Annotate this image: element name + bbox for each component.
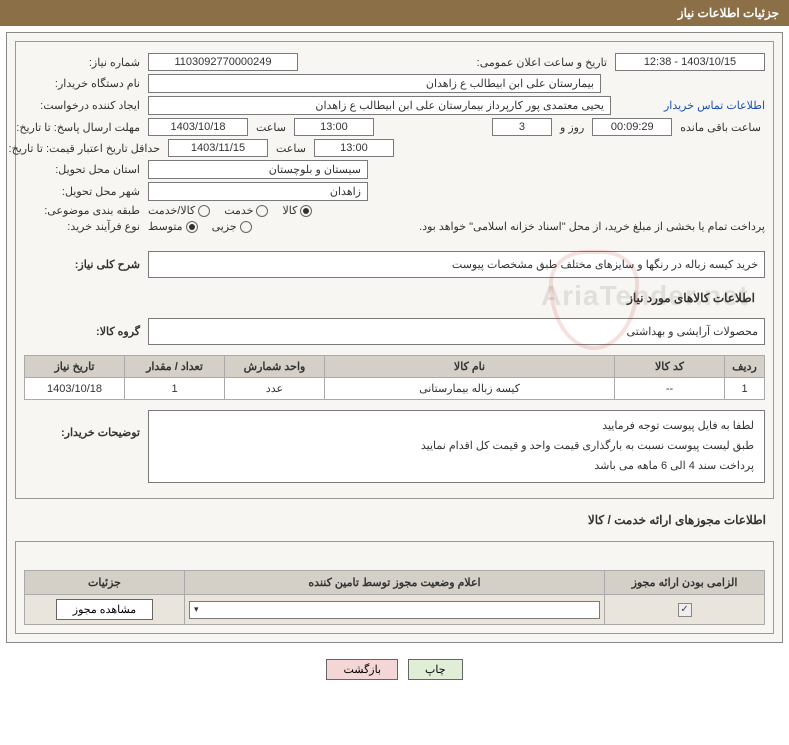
goods-info-title: اطلاعات کالاهای مورد نیاز [24,285,765,311]
validity-time: 13:00 [314,139,394,157]
category-radio-group: کالا خدمت کالا/خدمت [148,204,312,217]
back-button[interactable]: بازگشت [326,659,398,680]
radio-dot-goods [300,205,312,217]
goods-group-value: محصولات آرایشی و بهداشتی [148,318,765,345]
announce-datetime-label: تاریخ و ساعت اعلان عمومی: [473,56,611,69]
lic-th-mandatory: الزامی بودن ارائه مجوز [605,571,765,595]
lic-status-cell: ▾ [185,595,605,625]
validity-label: حداقل تاریخ اعتبار قیمت: تا تاریخ: [24,142,164,155]
category-label: طبقه بندی موضوعی: [24,204,144,217]
th-name: نام کالا [325,356,615,378]
hours-label: ساعت باقی مانده [676,121,765,134]
process-radio-group: جزیی متوسط [148,220,252,233]
td-code: -- [615,378,725,400]
th-qty: تعداد / مقدار [125,356,225,378]
license-table: الزامی بودن ارائه مجوز اعلام وضعیت مجوز … [24,570,765,625]
radio-dot-minor [240,221,252,233]
time-label-2: ساعت [272,142,310,155]
province-label: استان محل تحویل: [24,163,144,176]
requester-value: یحیی معتمدی پور کارپرداز بیمارستان علی ا… [148,96,611,115]
deadline-label: مهلت ارسال پاسخ: تا تاریخ: [24,121,144,134]
th-unit: واحد شمارش [225,356,325,378]
view-license-button[interactable]: مشاهده مجوز [56,599,153,620]
license-row: ▾ مشاهده مجوز [25,595,765,625]
radio-goods-service[interactable]: کالا/خدمت [148,204,210,217]
radio-dot-goods-service [198,205,210,217]
radio-goods[interactable]: کالا [282,204,312,217]
deadline-time: 13:00 [294,118,374,136]
contact-link[interactable]: اطلاعات تماس خریدار [615,99,765,112]
lic-th-details: جزئیات [25,571,185,595]
days-remaining: 3 [492,118,552,136]
th-row: ردیف [725,356,765,378]
td-name: کیسه زباله بیمارستانی [325,378,615,400]
need-number-label: شماره نیاز: [24,56,144,69]
city-label: شهر محل تحویل: [24,185,144,198]
chevron-down-icon: ▾ [194,604,199,615]
status-select[interactable]: ▾ [189,601,600,619]
radio-label-goods-service: کالا/خدمت [148,204,195,217]
buyer-notes-label: توضیحات خریدار: [24,406,144,439]
radio-label-medium: متوسط [148,220,183,233]
buyer-note-line-2: طبق لیست پیوست نسبت به بارگذاری قیمت واح… [159,437,754,457]
print-button[interactable]: چاپ [408,659,463,680]
main-frame: شماره نیاز: 1103092770000249 تاریخ و ساع… [6,32,783,643]
mandatory-checkbox[interactable] [678,603,692,617]
time-label-1: ساعت [252,121,290,134]
lic-th-status: اعلام وضعیت مجوز توسط تامین کننده [185,571,605,595]
process-note: پرداخت تمام یا بخشی از مبلغ خرید، از محل… [419,220,765,233]
table-row: 1 -- کیسه زباله بیمارستانی عدد 1 1403/10… [25,378,765,400]
time-remaining: 00:09:29 [592,118,672,136]
details-section: شماره نیاز: 1103092770000249 تاریخ و ساع… [15,41,774,499]
deadline-date: 1403/10/18 [148,118,248,136]
td-unit: عدد [225,378,325,400]
license-section: الزامی بودن ارائه مجوز اعلام وضعیت مجوز … [15,541,774,634]
buyer-name-value: بیمارستان علی ابن ابیطالب ع زاهدان [148,74,601,93]
validity-date: 1403/11/15 [168,139,268,157]
goods-group-label: گروه کالا: [24,325,144,338]
radio-dot-service [256,205,268,217]
radio-minor[interactable]: جزیی [212,220,252,233]
radio-service[interactable]: خدمت [224,204,268,217]
radio-label-goods: کالا [282,204,297,217]
lic-mandatory-cell [605,595,765,625]
radio-dot-medium [186,221,198,233]
need-number-value: 1103092770000249 [148,53,298,71]
buyer-note-line-3: پرداخت سند 4 الی 6 ماهه می باشد [159,457,754,477]
page-header: جزئیات اطلاعات نیاز [0,0,789,26]
page-title: جزئیات اطلاعات نیاز [678,6,779,20]
td-date: 1403/10/18 [25,378,125,400]
radio-label-minor: جزیی [212,220,237,233]
lic-detail-cell: مشاهده مجوز [25,595,185,625]
radio-label-service: خدمت [224,204,253,217]
days-label: روز و [556,121,588,134]
td-qty: 1 [125,378,225,400]
th-code: کد کالا [615,356,725,378]
city-value: زاهدان [148,182,368,201]
buyer-note-line-1: لطفا به فایل پیوست توجه فرمایید [159,417,754,437]
buyer-notes-box: لطفا به فایل پیوست توجه فرمایید طبق لیست… [148,410,765,483]
requester-label: ایجاد کننده درخواست: [24,99,144,112]
announce-datetime-value: 1403/10/15 - 12:38 [615,53,765,71]
radio-medium[interactable]: متوسط [148,220,198,233]
td-row: 1 [725,378,765,400]
goods-table: ردیف کد کالا نام کالا واحد شمارش تعداد /… [24,355,765,400]
province-value: سیستان و بلوچستان [148,160,368,179]
license-section-title: اطلاعات مجوزهای ارائه خدمت / کالا [7,507,782,533]
buyer-name-label: نام دستگاه خریدار: [24,77,144,90]
footer-buttons: چاپ بازگشت [0,649,789,690]
process-label: نوع فرآیند خرید: [24,220,144,233]
need-desc-label: شرح کلی نیاز: [24,258,144,271]
th-date: تاریخ نیاز [25,356,125,378]
need-desc-value: خرید کیسه زباله در رنگها و سایزهای مختلف… [148,251,765,278]
